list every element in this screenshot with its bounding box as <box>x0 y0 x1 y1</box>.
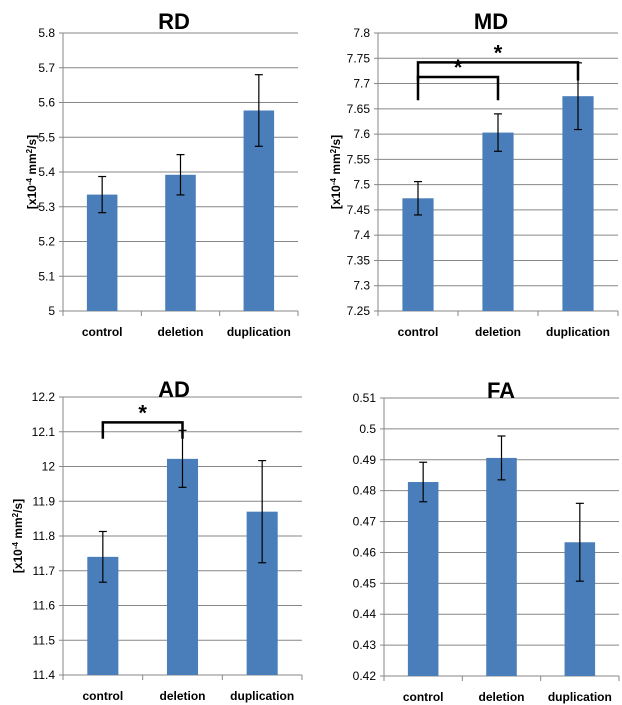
error-bar-control <box>419 461 428 503</box>
error-bar-deletion <box>497 435 506 481</box>
chart-title: AD <box>158 377 190 402</box>
y-tick-label: 5.2 <box>38 235 55 249</box>
y-tick-label: 11.5 <box>33 633 56 647</box>
y-tick-label: 7.65 <box>347 102 371 116</box>
y-tick-label: 7.25 <box>347 304 371 318</box>
y-tick-label: 0.43 <box>353 638 377 652</box>
x-tick-label: duplication <box>546 325 610 339</box>
error-bar-duplication <box>575 502 584 582</box>
chart-panel-fa: 0.42 0.43 0.44 0.45 0.46 0.47 0.48 0.49 0.5 0.51 c… <box>353 378 620 704</box>
x-tick-label: deletion <box>157 325 203 339</box>
y-tick-label: 5.8 <box>38 26 55 40</box>
significance-bracket: * <box>416 40 580 81</box>
y-tick-label: 7.6 <box>353 127 370 141</box>
x-tick-label: control <box>403 690 444 704</box>
y-tick-label: 7.45 <box>347 203 371 217</box>
y-tick-label: 11.4 <box>33 668 56 682</box>
error-bar-control <box>98 175 107 214</box>
chart-panel-ad: 11.4 11.5 11.6 11.7 11.8 11.9 12 12.1 12.2 contro… <box>11 377 303 703</box>
y-tick-label: 7.35 <box>347 253 371 267</box>
y-tick-label: 5 <box>48 304 55 318</box>
bar-deletion <box>486 457 517 676</box>
y-tick-label: 0.5 <box>359 422 376 436</box>
error-bar-deletion <box>176 154 185 196</box>
y-tick-label: 12.1 <box>32 425 56 439</box>
x-tick-label: deletion <box>475 325 521 339</box>
y-tick-label: 7.8 <box>353 26 370 40</box>
chart-title: FA <box>487 378 515 403</box>
y-axis-label: [x10-4 mm2/s] <box>25 135 40 209</box>
bar-deletion <box>166 458 199 675</box>
y-axis-label: [x10-4 mm2/s] <box>329 135 344 209</box>
y-tick-label: 0.49 <box>353 453 377 467</box>
y-tick-label: 7.3 <box>353 279 370 293</box>
x-tick-label: duplication <box>230 689 294 703</box>
y-tick-label: 5.5 <box>38 130 55 144</box>
y-tick-label: 0.51 <box>353 391 377 405</box>
y-tick-label: 12.2 <box>32 390 56 404</box>
error-bar-control <box>98 530 107 583</box>
bar-control <box>407 482 439 676</box>
bar-deletion <box>165 174 196 311</box>
y-tick-label: 5.3 <box>38 200 55 214</box>
y-tick-label: 0.44 <box>353 607 377 621</box>
y-tick-label: 0.47 <box>353 515 377 529</box>
significance-bracket: * <box>416 55 500 101</box>
y-tick-label: 0.48 <box>353 484 377 498</box>
significance-bracket: * <box>101 400 184 439</box>
chart-panel-rd: 5 5.1 5.2 5.3 5.4 5.5 5.6 5.7 5.8 control deletion… <box>25 9 299 339</box>
y-tick-label: 7.5 <box>353 178 370 192</box>
y-tick-label: 7.75 <box>347 51 371 65</box>
y-tick-label: 5.4 <box>38 165 55 179</box>
y-tick-label: 0.45 <box>353 576 377 590</box>
y-tick-label: 5.6 <box>38 96 55 110</box>
y-tick-label: 0.42 <box>353 669 377 683</box>
y-tick-label: 5.7 <box>38 61 55 75</box>
y-tick-label: 7.7 <box>353 77 370 91</box>
error-bar-control <box>414 181 422 216</box>
chart-title: RD <box>158 9 190 34</box>
x-tick-label: duplication <box>548 690 612 704</box>
significance-label: * <box>454 55 463 80</box>
error-bar-duplication <box>258 459 267 564</box>
y-tick-label: 11.8 <box>33 529 56 543</box>
error-bar-deletion <box>494 113 502 152</box>
chart-panel-md: 7.25 7.3 7.35 7.4 7.45 7.5 7.55 7.6 7.65 7.7 7.75 7… <box>329 9 619 339</box>
y-tick-label: 12 <box>42 460 56 474</box>
x-tick-label: control <box>398 325 439 339</box>
y-tick-label: 11.6 <box>33 599 56 613</box>
bar-control <box>402 198 434 311</box>
y-tick-label: 0.46 <box>353 545 377 559</box>
bar-deletion <box>482 132 514 311</box>
y-tick-label: 7.55 <box>347 152 371 166</box>
y-axis-label: [x10-4 mm2/s] <box>11 499 26 573</box>
chart-title: MD <box>474 9 508 34</box>
y-tick-label: 11.9 <box>33 494 56 508</box>
x-tick-label: control <box>82 325 123 339</box>
y-tick-label: 7.4 <box>353 228 370 242</box>
y-tick-label: 11.7 <box>33 564 56 578</box>
error-bar-duplication <box>254 74 263 147</box>
bar-duplication <box>562 96 594 311</box>
x-tick-label: control <box>82 689 123 703</box>
significance-label: * <box>138 400 147 425</box>
significance-label: * <box>494 40 503 65</box>
bar-control <box>86 194 118 311</box>
x-tick-label: deletion <box>159 689 205 703</box>
x-tick-label: deletion <box>478 690 524 704</box>
y-tick-label: 5.1 <box>38 269 55 283</box>
x-tick-label: duplication <box>227 325 291 339</box>
